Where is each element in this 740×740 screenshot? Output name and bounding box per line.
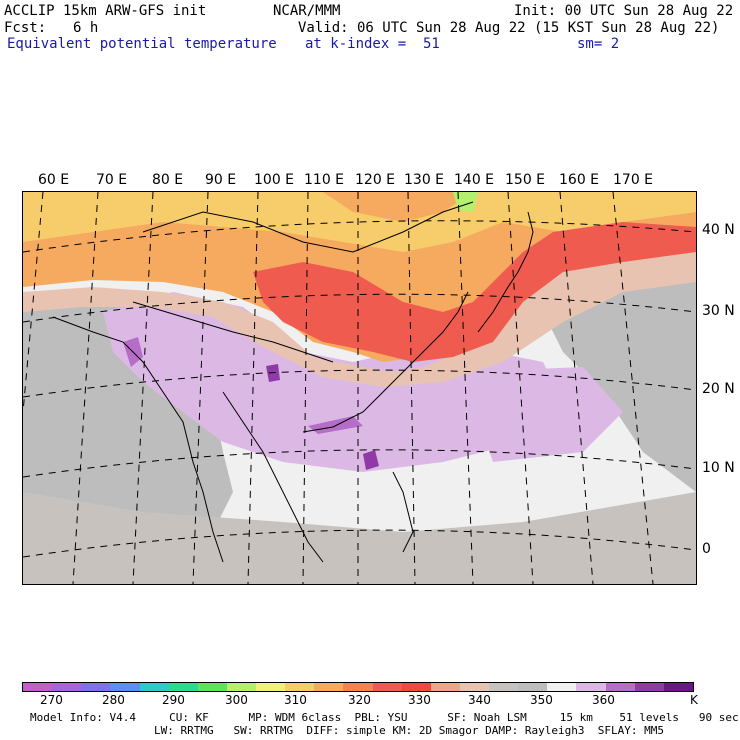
colorbar-swatch xyxy=(23,683,53,691)
level-label: at k-index = 51 xyxy=(305,36,440,52)
lat-line-20 xyxy=(23,369,696,398)
lat-line-0 xyxy=(23,529,696,558)
colorbar-tick: 330 xyxy=(408,693,431,707)
red-region xyxy=(253,222,696,362)
map-panel[interactable] xyxy=(22,191,697,585)
colorbar-tick: 350 xyxy=(530,693,553,707)
colorbar-swatch xyxy=(110,683,140,691)
model-title: ACCLIP 15km ARW-GFS init xyxy=(4,3,207,19)
coastlines xyxy=(52,201,534,563)
lon-line-70 xyxy=(72,192,99,584)
lon-label: 170 E xyxy=(613,172,654,188)
lon-line-160 xyxy=(559,192,594,584)
lon-line-80 xyxy=(132,192,154,584)
valid-time: Valid: 06 UTC Sun 28 Aug 22 (15 KST Sun … xyxy=(298,20,720,36)
colorbar-swatch xyxy=(634,683,664,691)
lon-line-110 xyxy=(302,192,309,584)
colorbar-swatch xyxy=(605,683,635,691)
lon-label: 60 E xyxy=(38,172,70,188)
lon-line-100 xyxy=(247,192,259,584)
lon-label: 140 E xyxy=(454,172,495,188)
graticule xyxy=(23,192,696,584)
colorbar-swatch xyxy=(663,683,693,691)
colorbar-swatch xyxy=(518,683,548,691)
colorbar-units: K xyxy=(690,693,698,707)
lat-label: 40 N xyxy=(702,222,735,238)
border-tibet xyxy=(132,301,334,363)
border-china-north xyxy=(142,201,474,253)
colorbar xyxy=(22,682,694,692)
lon-label: 90 E xyxy=(205,172,237,188)
colorbar-swatch xyxy=(139,683,169,691)
colorbar-swatch xyxy=(459,683,489,691)
colorbar-tick: 290 xyxy=(162,693,185,707)
colorbar-tick: 310 xyxy=(284,693,307,707)
forecast-hour: 6 h xyxy=(73,20,99,36)
lon-line-130 xyxy=(407,192,416,584)
colorbar-swatch xyxy=(168,683,198,691)
lat-label: 20 N xyxy=(702,381,735,397)
colorbar-swatch xyxy=(430,683,460,691)
lon-label: 70 E xyxy=(96,172,128,188)
lat-line-10 xyxy=(23,449,696,478)
colorbar-tick: 360 xyxy=(592,693,615,707)
lon-label: 160 E xyxy=(559,172,600,188)
colorbar-swatch xyxy=(314,683,344,691)
gray-region-east xyxy=(543,262,696,492)
colorbar-tick: 270 xyxy=(40,693,63,707)
lon-line-170 xyxy=(612,192,654,584)
colorbar-tick: 280 xyxy=(102,693,125,707)
smoothing-label: sm= 2 xyxy=(577,36,620,52)
colorbar-swatch xyxy=(52,683,82,691)
colorbar-swatch xyxy=(547,683,577,691)
lon-line-60 xyxy=(23,192,44,413)
lon-line-150 xyxy=(507,192,534,584)
lon-label: 110 E xyxy=(304,172,345,188)
colorbar-swatch xyxy=(256,683,286,691)
init-time: Init: 00 UTC Sun 28 Aug 22 xyxy=(514,3,734,19)
lon-label: 150 E xyxy=(505,172,546,188)
coastline-china xyxy=(302,291,469,433)
lavender-region-sea xyxy=(463,367,623,462)
colorbar-swatch xyxy=(285,683,315,691)
gray-region-south xyxy=(23,492,696,584)
colorbar-swatch xyxy=(489,683,519,691)
coastline-philippines xyxy=(392,471,414,553)
colorbar-tick: 340 xyxy=(468,693,491,707)
footer-line-1: Model Info: V4.4 CU: KF MP: WDM 6class P… xyxy=(30,711,739,724)
coastline-india xyxy=(52,316,224,563)
lon-label: 130 E xyxy=(404,172,445,188)
colorbar-swatch xyxy=(401,683,431,691)
colorbar-tick: 320 xyxy=(348,693,371,707)
colorbar-swatch xyxy=(576,683,606,691)
purple-patch-3 xyxy=(363,450,379,470)
lat-label: 30 N xyxy=(702,303,735,319)
lat-label: 10 N xyxy=(702,460,735,476)
footer-line-2: LW: RRTMG SW: RRTMG DIFF: simple KM: 2D … xyxy=(154,724,664,737)
forecast-label: Fcst: xyxy=(4,20,47,36)
lat-line-40 xyxy=(23,220,696,253)
field-name: Equivalent potential temperature xyxy=(7,36,277,52)
colorbar-swatch xyxy=(343,683,373,691)
colorbar-swatch xyxy=(81,683,111,691)
colorbar-swatch xyxy=(372,683,402,691)
lavender-region xyxy=(103,292,563,472)
org-label: NCAR/MMM xyxy=(273,3,341,19)
lon-line-90 xyxy=(192,192,209,584)
theta-e-field xyxy=(23,192,696,584)
coastline-seasia xyxy=(222,391,324,563)
lat-line-30 xyxy=(23,293,696,323)
coastline-japan xyxy=(477,211,534,333)
lon-label: 100 E xyxy=(254,172,295,188)
lon-label: 80 E xyxy=(152,172,184,188)
colorbar-swatch xyxy=(226,683,256,691)
colorbar-swatch xyxy=(197,683,227,691)
lon-line-140 xyxy=(457,192,474,584)
purple-patch-4 xyxy=(308,416,363,434)
lat-label: 0 xyxy=(702,541,711,557)
colorbar-tick: 300 xyxy=(225,693,248,707)
lon-label: 120 E xyxy=(355,172,396,188)
